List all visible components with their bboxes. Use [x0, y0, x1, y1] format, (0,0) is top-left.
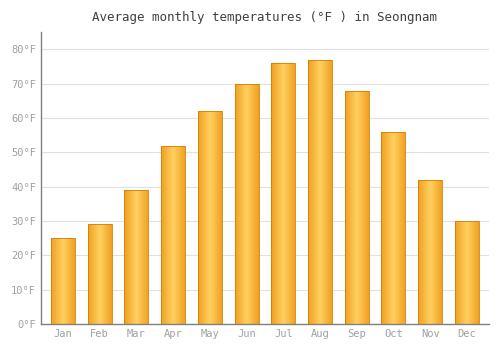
Title: Average monthly temperatures (°F ) in Seongnam: Average monthly temperatures (°F ) in Se… — [92, 11, 438, 24]
